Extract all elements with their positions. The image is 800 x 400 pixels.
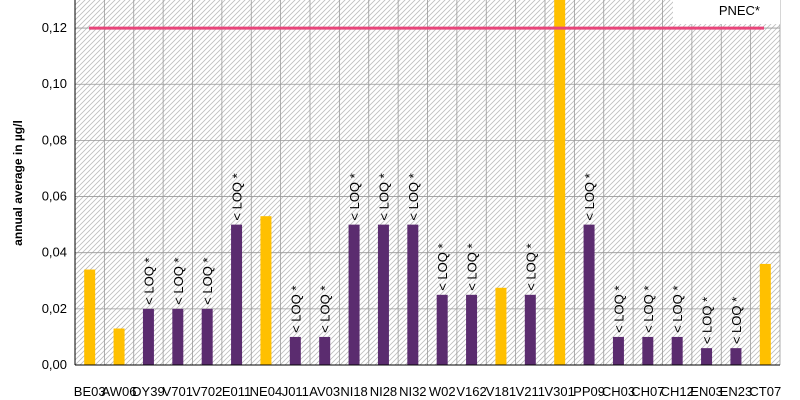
loq-data-label: < LOQ * — [171, 258, 186, 305]
loq-data-label: < LOQ * — [465, 243, 480, 290]
loq-data-label: < LOQ * — [700, 297, 715, 344]
grid — [74, 0, 781, 366]
x-tick-label: AW06 — [102, 384, 137, 399]
bar-aw06 — [113, 328, 125, 365]
legend-label-pnec: PNEC* — [719, 3, 760, 18]
x-tick-label: J011 — [282, 384, 309, 399]
loq-data-label: < LOQ * — [523, 243, 538, 290]
x-tick-label: PP09 — [573, 384, 605, 399]
bar-v162 — [466, 294, 478, 365]
x-tick-label: E011 — [222, 384, 251, 399]
bar-en23 — [730, 348, 742, 365]
bar-ch12 — [671, 336, 683, 365]
loq-data-label: < LOQ * — [141, 258, 156, 305]
x-tick-label: NI18 — [340, 384, 367, 399]
bar-v701 — [172, 308, 184, 365]
loq-data-label: < LOQ * — [230, 173, 245, 220]
bar-be03 — [84, 269, 96, 365]
x-tick-label: CT07 — [749, 384, 781, 399]
bar-ni28 — [377, 224, 389, 365]
x-tick-label: V701 — [163, 384, 193, 399]
bar-ni18 — [348, 224, 360, 365]
bars — [84, 0, 771, 365]
pnec-reference: PNEC* — [89, 0, 780, 30]
x-tick-label: NI32 — [399, 384, 426, 399]
loq-data-label: < LOQ * — [318, 286, 333, 333]
loq-data-label: < LOQ * — [347, 173, 362, 220]
y-tick-label: 0,08 — [42, 132, 67, 147]
legend-box — [673, 0, 780, 25]
x-tick-label: AV03 — [309, 384, 340, 399]
bar-j011 — [289, 336, 301, 365]
x-tick-label: NE04 — [250, 384, 283, 399]
loq-data-label: < LOQ * — [435, 243, 450, 290]
bar-en03 — [701, 348, 713, 365]
axes: 0,00 0,02 0,04 0,06 0,08 0,10 0,12 BE03AW06DY39… — [42, 0, 781, 399]
x-tick-label: DY39 — [132, 384, 165, 399]
x-tick-label: CH07 — [631, 384, 664, 399]
bar-ne04 — [260, 216, 272, 365]
x-tick-label: V181 — [486, 384, 516, 399]
bar-v211 — [524, 294, 536, 365]
x-tick-label: V702 — [192, 384, 222, 399]
bar-w02 — [436, 294, 448, 365]
y-tick-label: 0,10 — [42, 76, 67, 91]
bar-ni32 — [407, 224, 419, 365]
loq-data-label: < LOQ * — [670, 286, 685, 333]
loq-data-label: < LOQ * — [611, 286, 626, 333]
bar-e011 — [231, 224, 243, 365]
x-tick-label: EN03 — [690, 384, 723, 399]
x-tick-label: BE03 — [74, 384, 106, 399]
x-tick-label: NI28 — [370, 384, 397, 399]
loq-data-label: < LOQ * — [729, 297, 744, 344]
bar-av03 — [319, 336, 331, 365]
bar-v301 — [554, 0, 566, 365]
data-labels: < LOQ * < LOQ * < LOQ * < LOQ * < LOQ * < LOQ… — [141, 173, 744, 344]
y-tick-label: 0,02 — [42, 301, 67, 316]
x-tick-label: CH12 — [661, 384, 694, 399]
y-tick-label: 0,06 — [42, 189, 67, 204]
x-tick-label: W02 — [429, 384, 456, 399]
y-tick-label: 0,00 — [42, 357, 67, 372]
bar-pp09 — [583, 224, 595, 365]
y-axis-label: annual average in µg/l — [11, 120, 25, 246]
bar-ch03 — [612, 336, 624, 365]
x-tick-label: V162 — [456, 384, 486, 399]
x-tick-label: V301 — [545, 384, 575, 399]
loq-data-label: < LOQ * — [406, 173, 421, 220]
loq-data-label: < LOQ * — [200, 258, 215, 305]
y-tick-label: 0,04 — [42, 245, 67, 260]
bar-v702 — [201, 308, 213, 365]
bar-dy39 — [142, 308, 154, 365]
bar-ch07 — [642, 336, 654, 365]
y-tick-label: 0,12 — [42, 20, 67, 35]
bar-ct07 — [759, 263, 771, 365]
loq-data-label: < LOQ * — [641, 286, 656, 333]
x-tick-label: V211 — [516, 384, 545, 399]
loq-data-label: < LOQ * — [376, 173, 391, 220]
loq-data-label: < LOQ * — [582, 173, 597, 220]
loq-data-label: < LOQ * — [288, 286, 303, 333]
bar-v181 — [495, 287, 507, 365]
x-tick-label: CH03 — [602, 384, 635, 399]
x-tick-label: EN23 — [720, 384, 753, 399]
